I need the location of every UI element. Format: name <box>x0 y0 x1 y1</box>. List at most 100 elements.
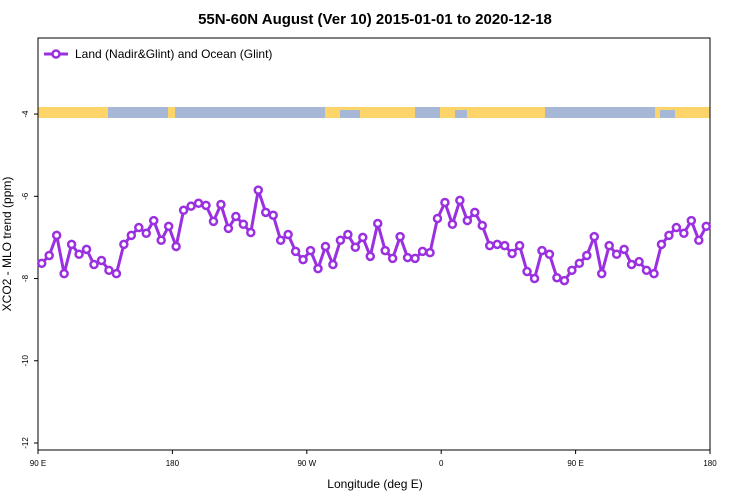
data-point <box>641 265 652 276</box>
x-tick-label: 90 E <box>567 459 583 468</box>
data-point <box>365 251 376 262</box>
data-point <box>148 215 159 226</box>
data-point <box>163 221 174 232</box>
data-point <box>477 220 488 231</box>
chart-title: 55N-60N August (Ver 10) 2015-01-01 to 20… <box>198 11 552 28</box>
y-tick-label: -12 <box>21 437 30 449</box>
data-point <box>611 249 622 260</box>
series-line <box>40 189 708 283</box>
data-point <box>484 240 495 251</box>
data-point <box>447 219 458 230</box>
data-point <box>582 250 592 261</box>
data-point <box>372 218 383 229</box>
data-point <box>156 235 166 246</box>
x-tick-label: 90 E <box>30 459 46 468</box>
data-point <box>499 240 510 251</box>
data-point <box>402 252 413 263</box>
data-point <box>634 256 644 267</box>
data-point <box>574 258 585 269</box>
data-point <box>679 228 689 239</box>
data-point <box>395 231 405 242</box>
data-point <box>290 246 301 257</box>
data-point <box>335 235 346 246</box>
y-tick-label: -8 <box>21 274 30 282</box>
data-point <box>134 222 144 233</box>
data-point <box>305 245 316 256</box>
data-point <box>649 268 659 279</box>
x-tick-label: 90 W <box>297 459 316 468</box>
y-axis-label: XCO2 - MLO trend (ppm) <box>0 177 14 312</box>
data-point <box>178 205 189 216</box>
data-point <box>619 244 629 255</box>
data-point <box>462 215 473 226</box>
data-point <box>44 250 54 261</box>
data-point <box>246 227 256 238</box>
x-tick-label: 180 <box>703 459 717 468</box>
data-point <box>440 197 450 208</box>
data-point <box>89 259 99 270</box>
data-point <box>387 253 398 264</box>
data-point <box>51 230 62 241</box>
data-point <box>432 213 443 224</box>
data-point <box>231 211 241 222</box>
data-point <box>260 207 271 218</box>
data-point <box>238 219 249 230</box>
x-tick-label: 0 <box>439 459 444 468</box>
data-point <box>529 273 540 284</box>
data-point <box>298 254 308 265</box>
data-point <box>455 195 465 206</box>
legend-label: Land (Nadir&Glint) and Ocean (Glint) <box>75 47 272 61</box>
data-point <box>208 216 219 227</box>
data-point <box>425 247 435 258</box>
data-point <box>410 253 420 264</box>
data-point <box>193 198 204 209</box>
y-tick-label: -10 <box>21 354 30 366</box>
y-tick-label: -6 <box>21 192 30 200</box>
data-point <box>268 210 278 220</box>
plot-frame <box>37 37 711 451</box>
data-point <box>171 241 181 252</box>
data-point <box>96 255 107 266</box>
data-point <box>664 230 674 241</box>
x-axis-label: Longitude (deg E) <box>327 477 422 491</box>
data-point <box>320 241 331 252</box>
data-point <box>492 239 502 250</box>
data-point <box>470 207 480 218</box>
data-point <box>74 249 84 260</box>
data-point <box>186 201 196 211</box>
data-point <box>141 228 152 239</box>
data-point <box>66 239 77 250</box>
data-point <box>275 235 286 246</box>
data-point <box>253 185 264 195</box>
data-point <box>544 249 555 260</box>
data-point <box>59 268 69 279</box>
data-point <box>201 200 211 211</box>
data-point <box>223 223 234 234</box>
data-point <box>514 240 525 251</box>
data-point <box>537 245 547 256</box>
data-point <box>358 232 368 243</box>
y-tick-label: -4 <box>21 110 30 118</box>
data-point <box>567 265 577 276</box>
data-point <box>111 268 122 279</box>
data-point <box>36 258 47 269</box>
data-point <box>104 265 114 276</box>
data-point <box>81 244 92 255</box>
data-point <box>596 268 607 279</box>
data-point <box>604 240 614 251</box>
data-point <box>552 272 562 283</box>
data-point <box>343 229 353 240</box>
x-tick-label: 180 <box>166 459 180 468</box>
data-point <box>522 266 532 277</box>
data-point <box>559 275 570 286</box>
map-strip <box>38 107 710 118</box>
data-point <box>126 230 137 241</box>
data-point <box>313 263 323 274</box>
data-point <box>656 239 667 250</box>
data-point <box>507 248 517 259</box>
legend-marker <box>51 49 61 59</box>
data-point <box>119 239 129 250</box>
data-point <box>283 229 293 240</box>
data-point <box>589 231 600 242</box>
